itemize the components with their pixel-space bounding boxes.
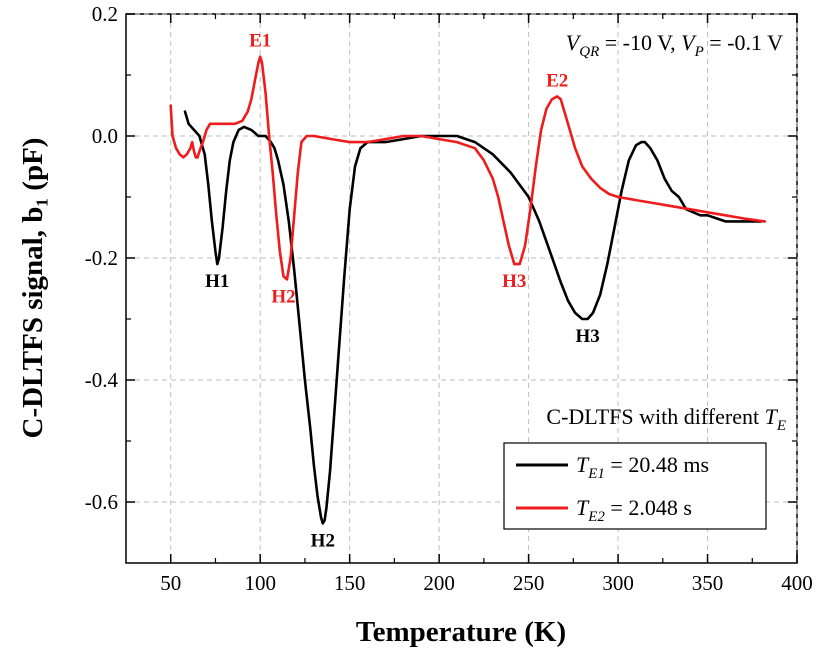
legend-label-te2: TE2 = 2.048 s [576,495,692,525]
condition-label: VQR = -10 V, VP = -0.1 V [566,30,783,60]
peak-label: E1 [249,31,271,52]
peak-label: H3 [576,326,600,347]
y-tick-label: -0.4 [85,368,119,392]
x-tick-label: 300 [602,571,634,595]
series-line-2 [169,55,767,281]
legend-title: C-DLTFS with different TE [546,404,786,434]
legend: C-DLTFS with different TE TE1 = 20.48 ms… [503,404,786,530]
peak-label: E2 [546,70,568,91]
y-tick-label: 0.0 [92,124,118,148]
peak-label: H3 [502,271,526,292]
peak-label: H2 [271,286,295,307]
ticks: 50 100 150 200 250 300 350 400 0.2 0.0 -0.2 -0.4 -0.… [85,2,813,595]
x-tick-label: 400 [781,571,813,595]
y-tick-label: -0.6 [85,490,118,514]
peak-label: H1 [205,271,229,292]
y-tick-label: 0.2 [92,2,118,26]
series-line-1 [183,110,763,525]
series-layer [169,55,767,525]
x-tick-label: 250 [513,571,545,595]
x-tick-label: 350 [692,571,724,595]
x-tick-label: 50 [160,571,181,595]
x-tick-label: 100 [244,571,276,595]
y-axis-title: C-DLTFS signal, b₁ (pF) [17,138,49,439]
grid [126,13,798,563]
x-tick-label: 150 [334,571,366,595]
legend-label-te1: TE1 = 20.48 ms [576,452,709,482]
peak-label: H2 [311,530,335,551]
x-tick-label: 200 [423,571,455,595]
x-axis-title: Temperature (K) [356,616,566,648]
legend-box [503,442,767,530]
y-tick-label: -0.2 [85,246,118,270]
peak-annotations: H1 H2 H3 E1 H2 H3 E2 [205,31,600,552]
